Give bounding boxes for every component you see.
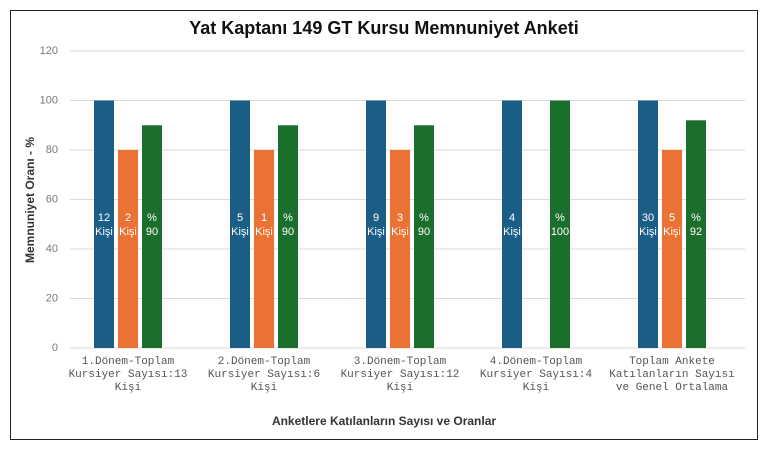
bar (366, 100, 386, 348)
bar-label: 100 (551, 226, 569, 238)
bar (638, 100, 658, 348)
bar (662, 150, 682, 348)
bar-label: % (419, 212, 429, 224)
bar-label: Kişi (367, 226, 385, 238)
bar-label: Kişi (503, 226, 521, 238)
y-tick-label: 0 (52, 342, 58, 354)
bar-label: 90 (418, 226, 430, 238)
y-tick-label: 100 (40, 94, 58, 106)
bar-label: 30 (642, 212, 654, 224)
bar (686, 120, 706, 348)
bar (118, 150, 138, 348)
bar-label: 90 (146, 226, 158, 238)
y-tick-label: 80 (46, 144, 58, 156)
bar-label: 3 (397, 212, 403, 224)
bar (502, 100, 522, 348)
x-tick-label: Toplam Ankete Katılanların Sayısı ve Gen… (609, 356, 735, 394)
x-axis-label: Anketlere Katılanların Sayısı ve Oranlar (272, 414, 496, 428)
bar-label: Kişi (639, 226, 657, 238)
bar-label: 90 (282, 226, 294, 238)
bar-label: 92 (690, 226, 702, 238)
bar-label: % (147, 212, 157, 224)
x-tick-label: 3.Dönem-Toplam Kursiyer Sayısı:12 Kişi (340, 356, 460, 394)
bar (254, 150, 274, 348)
bar-label: Kişi (95, 226, 113, 238)
bar (94, 100, 114, 348)
bar (390, 150, 410, 348)
bar-label: 12 (98, 212, 110, 224)
bar-label: Kişi (391, 226, 409, 238)
bar-label: Kişi (663, 226, 681, 238)
bar (278, 125, 298, 348)
bar-label: 4 (509, 212, 515, 224)
y-tick-label: 20 (46, 292, 58, 304)
bar (414, 125, 434, 348)
bar-label: 5 (669, 212, 675, 224)
bar (550, 100, 570, 348)
bar (142, 125, 162, 348)
y-tick-label: 60 (46, 193, 58, 205)
y-tick-label: 120 (40, 45, 58, 57)
bar-label: 9 (373, 212, 379, 224)
bar-label: 1 (261, 212, 267, 224)
bar-label: Kişi (231, 226, 249, 238)
bar-label: % (555, 212, 565, 224)
x-tick-label: 2.Dönem-Toplam Kursiyer Sayısı:6 Kişi (207, 356, 321, 394)
chart-title: Yat Kaptanı 149 GT Kursu Memnuniyet Anke… (189, 18, 578, 38)
bar-label: Kişi (255, 226, 273, 238)
y-tick-label: 40 (46, 243, 58, 255)
bar-label: 2 (125, 212, 131, 224)
bar-label: % (691, 212, 701, 224)
x-tick-label: 4.Dönem-Toplam Kursiyer Sayısı:4 Kişi (479, 356, 593, 394)
bar-label: 5 (237, 212, 243, 224)
x-tick-label: 1.Dönem-Toplam Kursiyer Sayısı:13 Kişi (68, 356, 188, 394)
bar (230, 100, 250, 348)
bar-label: Kişi (119, 226, 137, 238)
bar-label: % (283, 212, 293, 224)
y-axis-label: Memnuniyet Oranı - % (23, 137, 37, 263)
